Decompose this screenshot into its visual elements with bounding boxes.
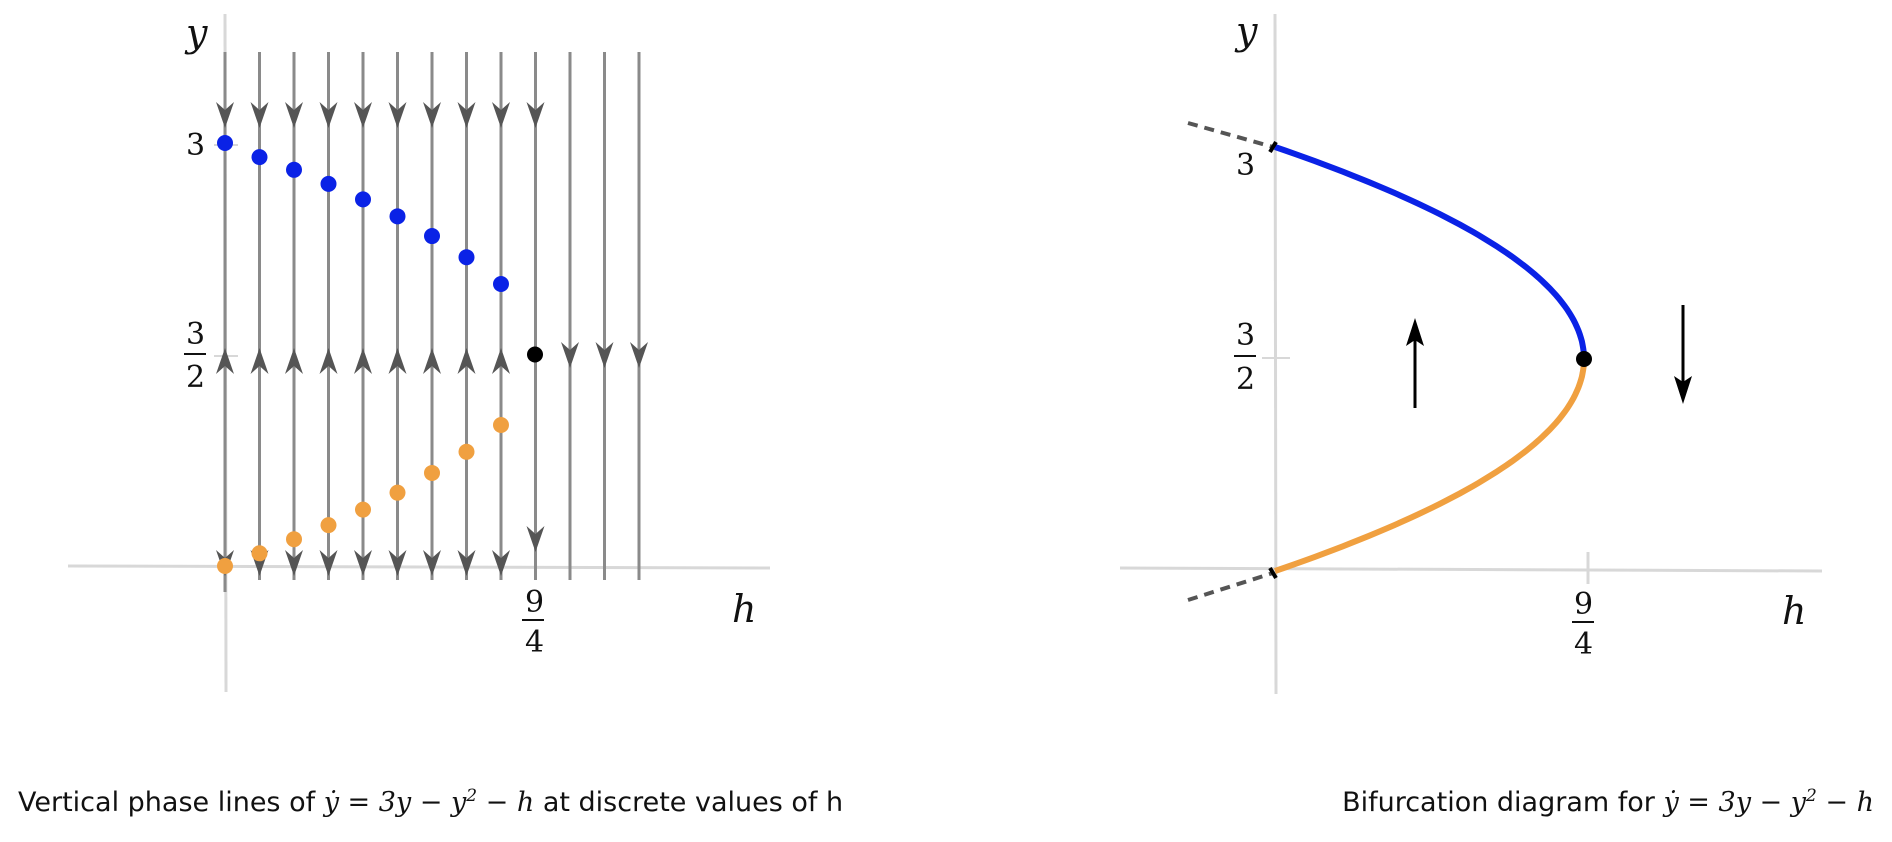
- right-y-axis-label: y: [1234, 9, 1258, 53]
- phase-arrow-6-bot: [423, 550, 441, 576]
- left-caption: Vertical phase lines of ẏ = 3y − y2 − h …: [18, 786, 843, 818]
- left-tick-label-9-4-num: 9: [525, 585, 544, 620]
- right-caption-sup: 2: [1805, 786, 1817, 806]
- unstable-equilibrium-dot-3: [320, 517, 337, 534]
- phase-arrow-4-mid: [354, 348, 372, 374]
- unstable-equilibrium-dot-7: [458, 443, 475, 460]
- flow-arrow-up: [1406, 318, 1424, 408]
- right-tick-label-9-4-num: 9: [1574, 587, 1593, 622]
- phase-arrow-1-top: [250, 102, 269, 128]
- unstable-equilibrium-dot-1: [251, 545, 268, 562]
- left-caption-sup: 2: [466, 786, 478, 806]
- phase-arrow-7-bot: [457, 550, 476, 576]
- phase-arrow-10-mid: [561, 342, 579, 368]
- upper-endpoint-mark: [1268, 140, 1278, 154]
- right-caption-math: ẏ = 3y − y: [1663, 787, 1806, 818]
- left-caption-math-tail: − h: [477, 787, 535, 818]
- phase-arrow-3-top: [319, 102, 338, 128]
- phase-arrow-7-top: [457, 102, 476, 128]
- stable-equilibrium-dot-8: [493, 276, 509, 292]
- left-tick-label-1-5-den: 2: [186, 360, 205, 395]
- left-tick-label-1-5-num: 3: [186, 317, 205, 352]
- right-tick-label-3: 3: [1236, 148, 1255, 183]
- phase-arrow-11-mid: [595, 342, 614, 368]
- left-x-axis-label: h: [732, 587, 756, 631]
- phase-arrow-1-mid: [250, 348, 269, 374]
- phase-arrow-8-top: [492, 102, 510, 128]
- right-caption: Bifurcation diagram for ẏ = 3y − y2 − h: [1342, 786, 1874, 818]
- right-x-axis-label: h: [1782, 589, 1806, 633]
- right-tick-label-9-4-den: 4: [1574, 627, 1593, 662]
- phase-arrow-8-mid: [492, 348, 510, 374]
- stable-branch-curve: [1274, 144, 1587, 360]
- unstable-equilibrium-dot-4: [355, 501, 371, 518]
- unstable-equilibrium-dot-2: [286, 531, 302, 548]
- phase-arrow-3-bot: [319, 550, 338, 576]
- left-x-axis: [67, 564, 771, 570]
- phase-arrow-5-top: [388, 102, 407, 128]
- right-x-axis: [1119, 566, 1823, 573]
- stable-equilibrium-dot-5: [389, 208, 406, 225]
- lower-endpoint-mark: [1268, 566, 1278, 580]
- right-tick-label-1-5-den: 2: [1236, 362, 1255, 397]
- saddle-node-dot: [527, 346, 543, 363]
- stable-equilibrium-dot-6: [424, 228, 440, 245]
- unstable-equilibrium-dot-6: [424, 464, 440, 481]
- stable-equilibrium-dot-2: [286, 161, 302, 178]
- left-caption-pre: Vertical phase lines of: [18, 787, 324, 818]
- phase-arrow-2-mid: [285, 348, 303, 374]
- right-caption-pre: Bifurcation diagram for: [1342, 787, 1664, 818]
- unstable-equilibrium-dot-5: [389, 484, 406, 501]
- stable-equilibrium-dot-0: [217, 135, 233, 151]
- phase-arrow-5-bot: [388, 550, 407, 576]
- phase-arrow-7-mid: [457, 348, 476, 374]
- bifurcation-diagram: y h 3 3 2 9 4: [1119, 9, 1823, 695]
- unstable-equilibrium-dot-8: [493, 417, 509, 433]
- phase-arrow-12-mid: [630, 342, 648, 368]
- stable-equilibrium-dot-1: [251, 149, 268, 166]
- left-tick-label-3: 3: [186, 128, 205, 163]
- phase-arrow-2-top: [285, 102, 303, 128]
- phase-arrow-6-top: [423, 102, 441, 128]
- right-caption-math-tail: − h: [1816, 787, 1874, 818]
- phase-arrow-5-mid: [388, 348, 407, 374]
- phase-arrow-0-top: [216, 102, 234, 128]
- left-y-axis-label: y: [184, 11, 208, 55]
- unstable-equilibrium-dot-0: [217, 558, 233, 574]
- equilibrium-dots-group: [217, 135, 543, 574]
- saddle-node-point: [1576, 351, 1592, 367]
- phase-arrow-6-mid: [423, 348, 441, 374]
- stable-equilibrium-dot-4: [355, 191, 371, 208]
- stable-equilibrium-dot-3: [320, 175, 337, 192]
- right-y-axis: [1273, 13, 1278, 695]
- unstable-branch-curve: [1274, 358, 1587, 574]
- phase-arrow-0-mid: [216, 348, 234, 374]
- phase-arrow-3-mid: [319, 348, 338, 374]
- left-caption-math: ẏ = 3y − y: [323, 787, 467, 818]
- stable-equilibrium-dot-7: [458, 249, 475, 266]
- left-caption-post: at discrete values of h: [534, 787, 844, 818]
- lower-branch-extension: [1187, 571, 1274, 602]
- flow-arrow-down: [1674, 305, 1692, 404]
- phase-arrow-4-top: [354, 102, 372, 128]
- phase-arrow-9-top: [526, 102, 545, 128]
- left-tick-label-9-4-den: 4: [525, 625, 544, 660]
- phase-arrow-8-bot: [492, 550, 510, 576]
- phase-arrow-4-bot: [354, 550, 372, 576]
- phase-lines-group: [216, 52, 648, 592]
- phase-arrow-9-bot: [526, 526, 545, 552]
- upper-branch-extension: [1187, 121, 1274, 149]
- phase-arrow-2-bot: [285, 550, 303, 576]
- right-tick-label-1-5-num: 3: [1236, 318, 1255, 353]
- phase-lines-diagram: y h 3 3 2 9 4: [67, 11, 771, 693]
